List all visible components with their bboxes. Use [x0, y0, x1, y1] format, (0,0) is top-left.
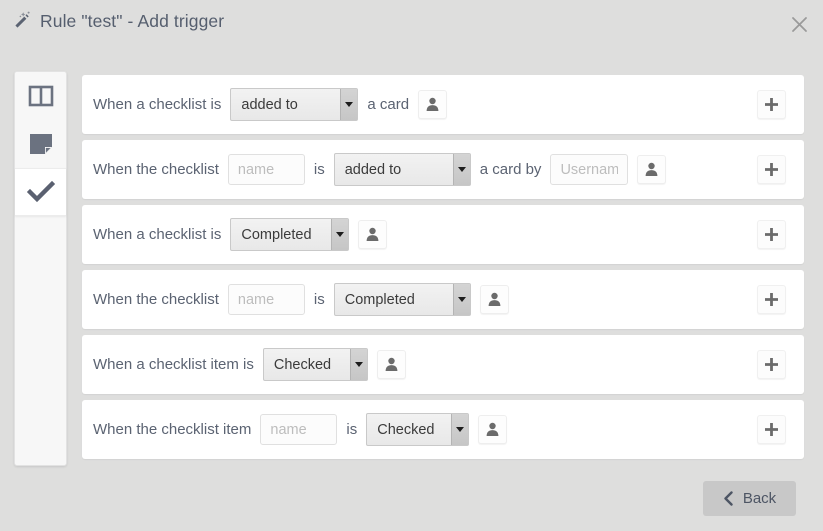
select-value: Completed: [241, 226, 312, 243]
checklist-name-input[interactable]: [227, 284, 305, 315]
add-trigger-button[interactable]: [757, 220, 786, 249]
magic-wand-icon: [11, 10, 33, 32]
select-value: added to: [241, 96, 298, 113]
plus-icon: [763, 421, 780, 438]
trigger-action-select[interactable]: added to: [333, 153, 471, 186]
checklist-item-name-input[interactable]: [260, 414, 338, 445]
trigger-text-mid: is: [313, 161, 325, 178]
chevron-left-icon: [723, 491, 734, 506]
trigger-text-before: When a checklist item is: [93, 356, 254, 373]
back-button[interactable]: Back: [703, 481, 796, 516]
chevron-down-icon: [451, 414, 469, 445]
trigger-action-select[interactable]: Checked: [262, 348, 368, 381]
person-icon-button[interactable]: [358, 220, 388, 249]
person-icon-button[interactable]: [376, 350, 406, 379]
trigger-text-before: When a checklist is: [93, 226, 222, 243]
add-trigger-button[interactable]: [757, 350, 786, 379]
trigger-text-after: a card: [367, 96, 410, 113]
trigger-text-before: When the checklist item: [93, 421, 252, 438]
plus-icon: [763, 226, 780, 243]
trigger-row: When the checklist item is Checked: [82, 400, 804, 459]
card-icon: [28, 132, 54, 156]
tab-sidebar: [14, 71, 67, 466]
window-titlebar: Rule "test" - Add trigger: [0, 0, 823, 48]
select-value: Completed: [344, 291, 415, 308]
back-button-label: Back: [742, 490, 777, 507]
trigger-text-mid: is: [313, 291, 325, 308]
select-value: Checked: [377, 421, 435, 438]
person-icon: [383, 356, 400, 373]
trigger-action-select[interactable]: added to: [230, 88, 359, 121]
person-icon: [486, 291, 503, 308]
trigger-action-select[interactable]: Completed: [333, 283, 471, 316]
trigger-list: When a checklist is added to a card: [82, 75, 804, 465]
trigger-row: When a checklist is added to a card: [82, 75, 804, 134]
person-icon: [643, 161, 660, 178]
trigger-row: When a checklist item is Checked: [82, 335, 804, 394]
add-trigger-button[interactable]: [757, 90, 786, 119]
username-input[interactable]: [550, 154, 629, 185]
person-icon-button[interactable]: [478, 415, 508, 444]
plus-icon: [763, 356, 780, 373]
chevron-down-icon: [331, 219, 349, 250]
chevron-down-icon: [349, 349, 367, 380]
add-trigger-button[interactable]: [757, 415, 786, 444]
checklist-name-input[interactable]: [227, 154, 305, 185]
chevron-down-icon: [452, 154, 470, 185]
plus-icon: [763, 96, 780, 113]
person-icon-button[interactable]: [418, 90, 448, 119]
trigger-action-select[interactable]: Checked: [366, 413, 470, 446]
trigger-action-select[interactable]: Completed: [230, 218, 350, 251]
select-value: added to: [344, 161, 402, 178]
person-icon: [424, 96, 441, 113]
person-icon: [364, 226, 381, 243]
select-value: Checked: [273, 356, 332, 373]
trigger-row: When a checklist is Completed: [82, 205, 804, 264]
person-icon-button[interactable]: [479, 285, 509, 314]
trigger-text-before: When a checklist is: [93, 96, 222, 113]
chevron-down-icon: [340, 89, 358, 120]
trigger-text-before: When the checklist: [93, 161, 219, 178]
checkmark-icon: [26, 180, 55, 204]
person-icon: [484, 421, 501, 438]
trigger-text-before: When the checklist: [93, 291, 219, 308]
trigger-row: When the checklist is added to a card by: [82, 140, 804, 199]
close-icon[interactable]: [785, 10, 813, 38]
board-columns-icon: [28, 84, 54, 108]
plus-icon: [763, 161, 780, 178]
trigger-text-mid: is: [346, 421, 358, 438]
sidebar-item-board[interactable]: [15, 72, 66, 120]
sidebar-item-card[interactable]: [15, 120, 66, 168]
plus-icon: [763, 291, 780, 308]
person-icon-button[interactable]: [637, 155, 667, 184]
trigger-row: When the checklist is Completed: [82, 270, 804, 329]
page-title: Rule "test" - Add trigger: [40, 10, 225, 31]
add-trigger-button[interactable]: [757, 155, 786, 184]
title-group: Rule "test" - Add trigger: [11, 10, 224, 32]
chevron-down-icon: [452, 284, 470, 315]
trigger-text-after: a card by: [479, 161, 542, 178]
add-trigger-button[interactable]: [757, 285, 786, 314]
sidebar-item-checklist[interactable]: [15, 168, 66, 216]
